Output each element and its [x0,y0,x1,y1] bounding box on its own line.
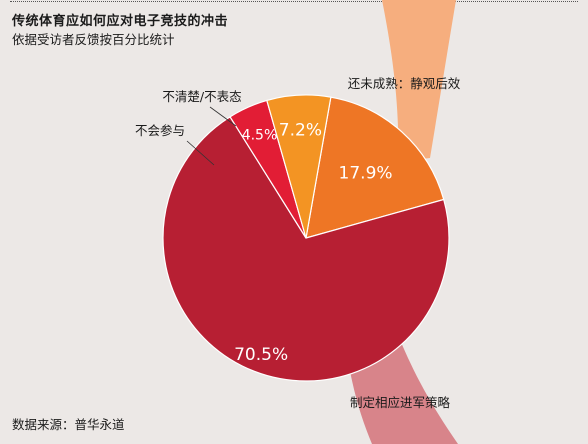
leader-line [186,140,215,166]
pie-slice [266,94,332,239]
leader-line [209,106,237,127]
slice-value-label: 4.5% [242,127,278,143]
pie-slice [305,96,445,239]
slice-category-label: 还未成熟：静观后效 [348,76,461,91]
top-rule [10,1,578,2]
slice-category-label: 不清楚/不表态 [162,89,241,104]
chart-subtitle: 依据受访者反馈按百分比统计 [12,32,175,47]
slice-value-label: 17.9% [339,163,393,183]
chart-title: 传统体育应如何应对电子竞技的冲击 [12,14,229,29]
slice-category-label: 不会参与 [135,123,185,138]
pie-slice [162,116,450,382]
slice-value-label: 7.2% [279,120,322,140]
upper-band [382,0,456,162]
slice-value-label: 70.5% [234,345,288,365]
slice-category-label: 制定相应进军策略 [350,395,451,410]
data-source: 数据来源：普华永道 [12,417,125,432]
